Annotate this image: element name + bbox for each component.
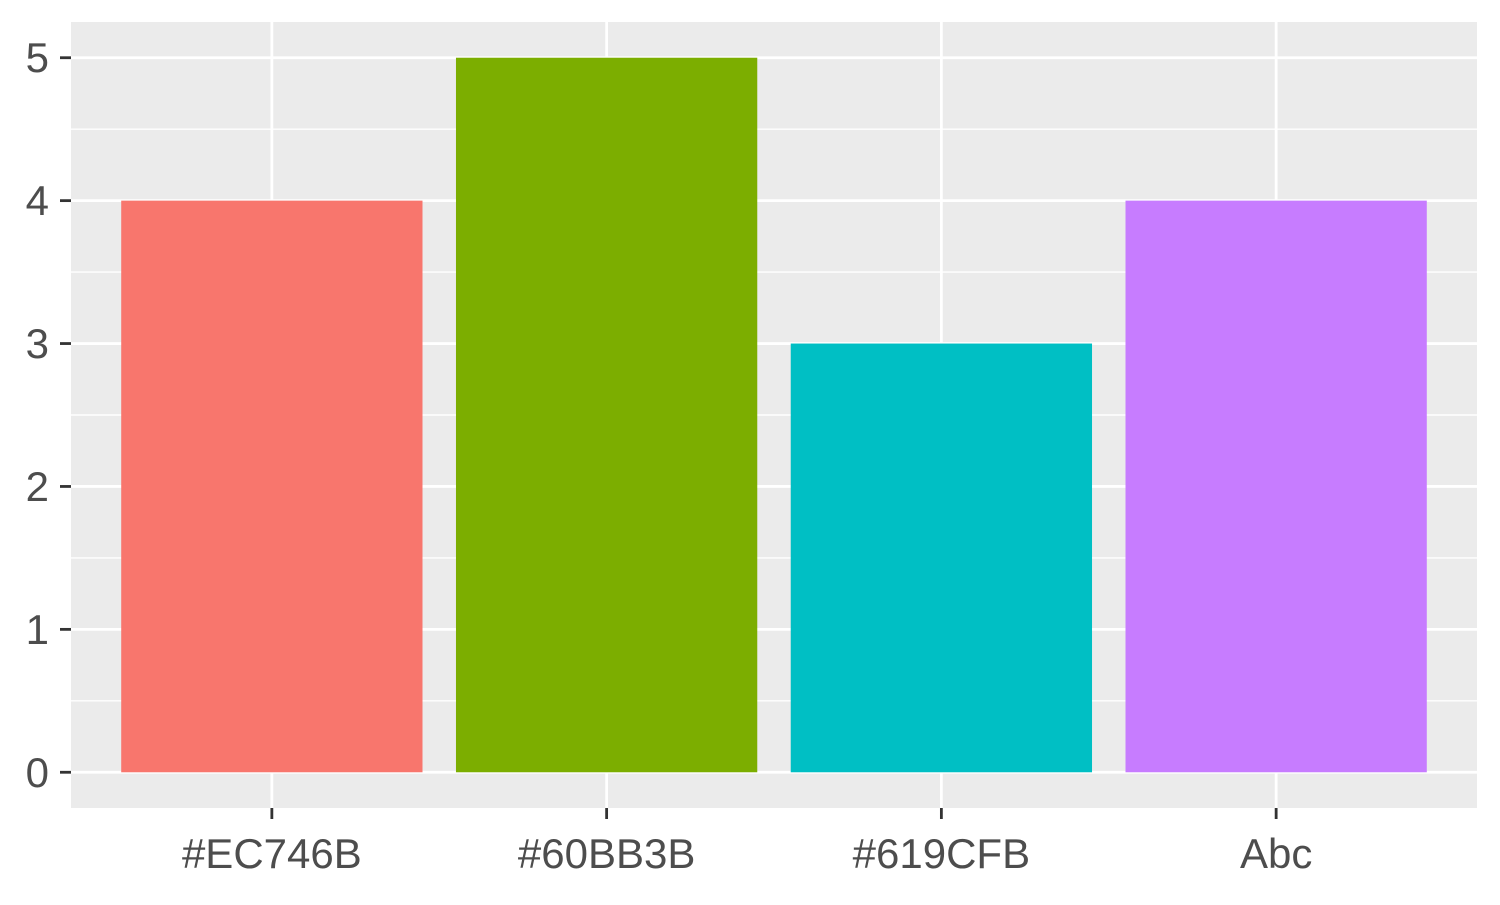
bar [790, 343, 1093, 773]
y-tick-label: 4 [26, 177, 49, 224]
y-tick-label: 5 [26, 34, 49, 81]
y-tick-label: 2 [26, 463, 49, 510]
y-tick-label: 1 [26, 606, 49, 653]
x-tick-label: #60BB3B [518, 830, 695, 877]
x-axis: #EC746B #60BB3B #619CFB Abc [182, 808, 1312, 877]
x-tick-label: #619CFB [853, 830, 1030, 877]
y-tick-label: 0 [26, 749, 49, 796]
y-tick-label: 3 [26, 320, 49, 367]
y-axis: 0 1 2 3 4 5 [26, 34, 71, 796]
x-tick-label: Abc [1240, 830, 1312, 877]
x-tick-label: #EC746B [182, 830, 362, 877]
bar [455, 57, 758, 773]
bars-group [121, 57, 1427, 773]
bar [121, 200, 423, 773]
bar [1125, 200, 1427, 773]
